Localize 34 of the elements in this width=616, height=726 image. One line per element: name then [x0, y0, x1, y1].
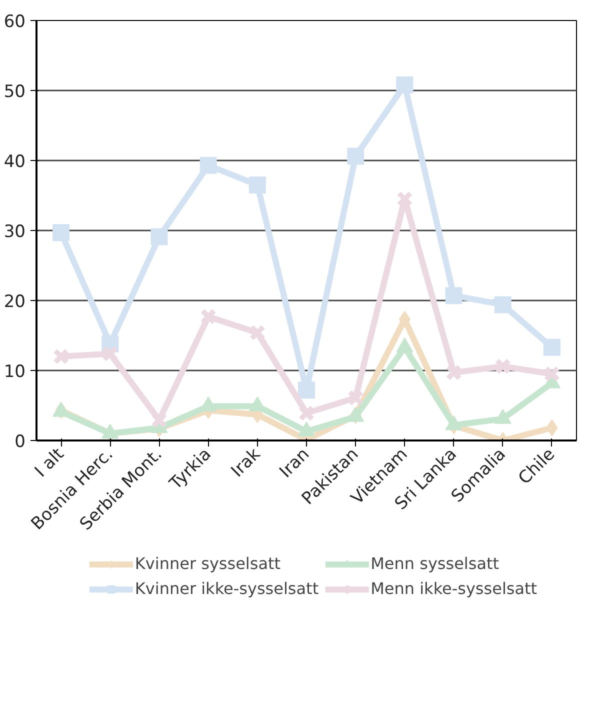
- point: [396, 190, 413, 208]
- point: [445, 287, 462, 304]
- legend-label: Kvinner ikke-sysselsatt: [134, 579, 319, 598]
- point: [347, 148, 364, 165]
- y-tick-label: 10: [4, 362, 26, 382]
- point: [249, 324, 266, 341]
- point: [494, 358, 512, 374]
- point: [150, 228, 168, 246]
- point: [200, 156, 217, 174]
- y-tick-label: 40: [4, 152, 26, 172]
- point: [248, 176, 266, 194]
- point: [102, 346, 118, 362]
- point: [200, 308, 216, 325]
- point: [494, 296, 512, 314]
- point: [52, 348, 70, 365]
- point: [543, 338, 560, 356]
- y-tick-label: 0: [14, 432, 26, 452]
- y-tick-label: 20: [4, 292, 26, 312]
- point: [544, 366, 560, 382]
- y-tick-label: 60: [4, 12, 26, 32]
- y-tick-label: 50: [4, 82, 26, 102]
- y-tick-label: 30: [4, 222, 26, 242]
- legend-label: Menn sysselsatt: [370, 554, 500, 573]
- legend-label: Kvinner sysselsatt: [134, 554, 281, 573]
- legend-label: Menn ikke-sysselsatt: [370, 579, 538, 598]
- point: [398, 310, 411, 328]
- point: [347, 390, 364, 406]
- point: [446, 364, 462, 381]
- point: [298, 405, 315, 422]
- x-tick-label: I alt: [31, 444, 68, 482]
- x-tick-label: Irak: [228, 444, 265, 482]
- point: [298, 382, 315, 399]
- point: [52, 224, 70, 242]
- point: [396, 76, 414, 94]
